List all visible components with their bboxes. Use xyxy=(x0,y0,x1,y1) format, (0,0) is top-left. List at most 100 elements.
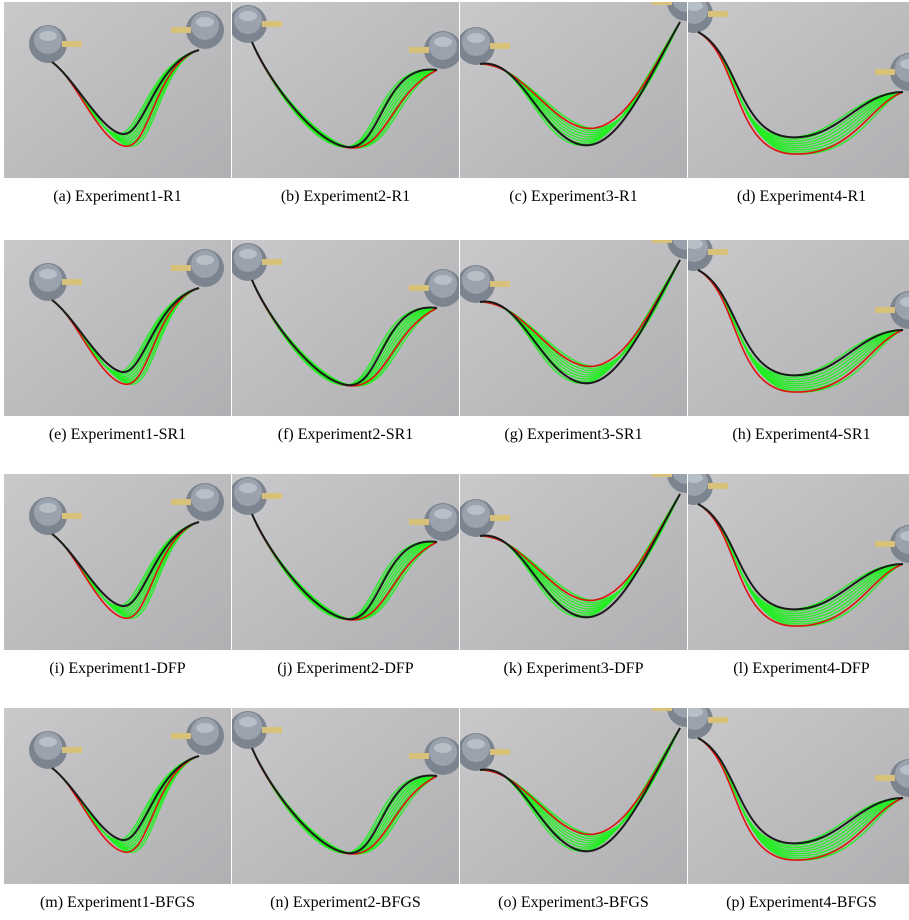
panel-caption: (g) Experiment3-SR1 xyxy=(504,426,643,443)
reference-shape-curve xyxy=(51,755,200,853)
robot-arm-left xyxy=(688,474,728,505)
robot-arm-right xyxy=(875,53,909,91)
panel-caption: (b) Experiment2-R1 xyxy=(280,188,411,205)
robot-arm-right xyxy=(652,708,687,727)
panel-caption: (h) Experiment4-SR1 xyxy=(732,426,871,443)
reference-shape-curve xyxy=(479,493,681,602)
experiment-photo xyxy=(688,708,909,884)
table-surface xyxy=(688,708,909,884)
experiment-photo xyxy=(688,474,909,650)
robot-arm-left xyxy=(460,733,510,771)
reference-shape-curve xyxy=(697,31,904,155)
table-surface xyxy=(460,240,687,416)
robot-arm-right xyxy=(409,503,459,541)
figure-panel: (n) Experiment2-BFGS xyxy=(232,708,459,911)
figure-panel: (g) Experiment3-SR1 xyxy=(460,240,687,443)
panel-caption: (n) Experiment2-BFGS xyxy=(270,894,421,911)
robot-arm-left xyxy=(29,731,82,769)
cable-curve xyxy=(251,279,438,387)
cable-curve xyxy=(479,259,681,385)
reference-shape-curve xyxy=(697,737,904,861)
figure-panel: (o) Experiment3-BFGS xyxy=(460,708,687,911)
cable-curve xyxy=(697,503,904,611)
table-surface xyxy=(232,474,459,650)
experiment-photo xyxy=(4,2,231,178)
experiment-photo xyxy=(4,240,231,416)
cable-curve xyxy=(51,755,200,842)
reference-shape-curve xyxy=(479,259,681,368)
robot-arm-right xyxy=(171,483,224,521)
robot-arm-left xyxy=(29,497,82,535)
table-surface xyxy=(232,708,459,884)
experiment-photo xyxy=(232,240,459,416)
experiment-photo xyxy=(460,708,687,884)
robot-arm-right xyxy=(409,31,459,69)
figure-panel: (f) Experiment2-SR1 xyxy=(232,240,459,443)
table-surface xyxy=(460,474,687,650)
robot-arm-right xyxy=(171,717,224,755)
figure-panel: (j) Experiment2-DFP xyxy=(232,474,459,677)
panel-caption: (o) Experiment3-BFGS xyxy=(498,894,649,911)
robot-arm-right xyxy=(875,525,909,563)
robot-arm-left xyxy=(460,27,510,65)
cable-curve xyxy=(697,269,904,377)
robot-arm-right xyxy=(875,291,909,329)
robot-arm-left xyxy=(232,711,282,749)
figure-panel: (h) Experiment4-SR1 xyxy=(688,240,909,443)
robot-arm-left xyxy=(460,499,510,537)
table-surface xyxy=(232,240,459,416)
experiment-photo xyxy=(688,2,909,178)
robot-arm-left xyxy=(29,263,82,301)
figure-panel: (p) Experiment4-BFGS xyxy=(688,708,909,911)
experiment-photo xyxy=(688,240,909,416)
experiment-photo xyxy=(460,2,687,178)
robot-arm-right xyxy=(652,240,687,259)
figure-panel: (c) Experiment3-R1 xyxy=(460,2,687,205)
panel-caption: (d) Experiment4-R1 xyxy=(736,188,867,205)
cable-curve xyxy=(697,737,904,845)
panel-caption: (a) Experiment1-R1 xyxy=(53,188,182,205)
panel-caption: (e) Experiment1-SR1 xyxy=(48,426,187,443)
robot-arm-left xyxy=(688,2,728,33)
table-surface xyxy=(460,2,687,178)
table-surface xyxy=(232,2,459,178)
experiment-photo xyxy=(4,708,231,884)
robot-arm-right xyxy=(409,269,459,307)
reference-shape-curve xyxy=(697,503,904,627)
reference-shape-curve xyxy=(697,269,904,393)
cable-curve xyxy=(479,727,681,853)
robot-arm-left xyxy=(688,240,728,271)
figure-panel: (b) Experiment2-R1 xyxy=(232,2,459,205)
robot-arm-left xyxy=(232,5,282,43)
experiment-photo xyxy=(4,474,231,650)
experiment-photo xyxy=(460,240,687,416)
panel-caption: (i) Experiment1-DFP xyxy=(49,660,186,677)
panel-caption: (l) Experiment4-DFP xyxy=(733,660,870,677)
table-surface xyxy=(688,2,909,178)
figure-panel: (m) Experiment1-BFGS xyxy=(4,708,231,911)
reference-shape-curve xyxy=(479,727,681,836)
robot-arm-right xyxy=(171,11,224,49)
cable-curve xyxy=(51,49,200,136)
cable-curve xyxy=(479,493,681,619)
robot-arm-right xyxy=(875,759,909,797)
table-surface xyxy=(460,708,687,884)
robot-arm-left xyxy=(29,25,82,63)
cable-curve xyxy=(51,521,200,608)
panel-caption: (k) Experiment3-DFP xyxy=(503,660,644,677)
figure-panel: (e) Experiment1-SR1 xyxy=(4,240,231,443)
figure-panel: (k) Experiment3-DFP xyxy=(460,474,687,677)
cable-curve xyxy=(697,31,904,139)
table-surface xyxy=(688,240,909,416)
robot-arm-left xyxy=(232,477,282,515)
reference-shape-curve xyxy=(51,521,200,619)
robot-arm-right xyxy=(652,2,687,21)
robot-arm-left xyxy=(232,243,282,281)
robot-arm-right xyxy=(652,474,687,493)
robot-arm-left xyxy=(688,708,728,739)
panel-caption: (m) Experiment1-BFGS xyxy=(39,894,196,911)
panel-caption: (p) Experiment4-BFGS xyxy=(726,894,877,911)
cable-curve xyxy=(251,747,438,855)
reference-shape-curve xyxy=(479,21,681,130)
